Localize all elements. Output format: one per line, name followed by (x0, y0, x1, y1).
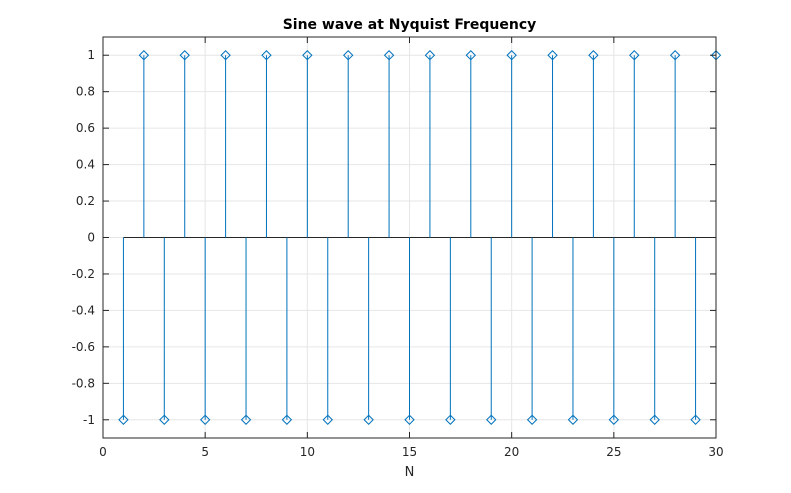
y-tick-label: -1 (83, 413, 95, 427)
stem-marker (363, 414, 374, 425)
x-tick-label: 25 (606, 445, 621, 459)
x-tick-label: 20 (504, 445, 519, 459)
stem-marker (649, 414, 660, 425)
stem-marker (138, 50, 150, 61)
stem-marker (118, 414, 129, 425)
x-tick-label: 30 (708, 445, 723, 459)
stem-marker (424, 50, 436, 61)
stem-marker (588, 50, 599, 61)
stem-marker (342, 50, 354, 61)
stem-marker (567, 414, 579, 425)
y-tick-label: -0.4 (72, 303, 95, 317)
x-tick-label: 0 (99, 445, 107, 459)
stem-marker (383, 50, 395, 61)
x-tick-label: 5 (201, 445, 209, 459)
stem-marker (526, 414, 538, 425)
y-tick-label: 0.4 (76, 158, 95, 172)
x-axis-label: N (405, 465, 415, 480)
y-tick-label: -0.8 (72, 376, 95, 390)
ticks (102, 37, 717, 438)
stem-marker (179, 50, 190, 61)
y-tick-label: 0.6 (76, 121, 95, 135)
y-tick-label: 0 (87, 231, 95, 245)
stem-marker (445, 414, 456, 425)
x-tick-label: 10 (300, 445, 315, 459)
x-tick-labels: 0 5 10 15 20 25 30 (99, 445, 723, 459)
y-tick-labels: -1 -0.8 -0.6 -0.4 -0.2 0 0.2 0.4 0.6 0.8 1 (72, 48, 95, 427)
stem-marker (608, 414, 620, 425)
stem-marker (240, 414, 252, 425)
markers (118, 50, 722, 425)
stem-marker (486, 414, 497, 425)
stem-marker (159, 414, 170, 425)
stem-marker (199, 414, 211, 425)
stem-marker (465, 50, 477, 61)
stem-marker (669, 50, 681, 61)
stem-marker (220, 50, 231, 61)
stem-marker (302, 50, 313, 61)
y-tick-label: -0.6 (72, 340, 95, 354)
stem-marker (404, 414, 415, 425)
chart-title: Sine wave at Nyquist Frequency (283, 17, 537, 33)
stem-marker (261, 50, 272, 61)
y-tick-label: 0.8 (76, 85, 95, 99)
stem-marker (322, 414, 333, 425)
x-tick-label: 15 (402, 445, 417, 459)
stems (122, 55, 717, 420)
y-tick-label: 1 (87, 48, 95, 62)
y-tick-label: 0.2 (76, 194, 95, 208)
stem-marker (629, 50, 640, 61)
stem-marker (506, 50, 517, 61)
stem-marker (690, 414, 701, 425)
y-tick-label: -0.2 (72, 267, 95, 281)
stem-marker (281, 414, 293, 425)
stem-marker (547, 50, 558, 61)
